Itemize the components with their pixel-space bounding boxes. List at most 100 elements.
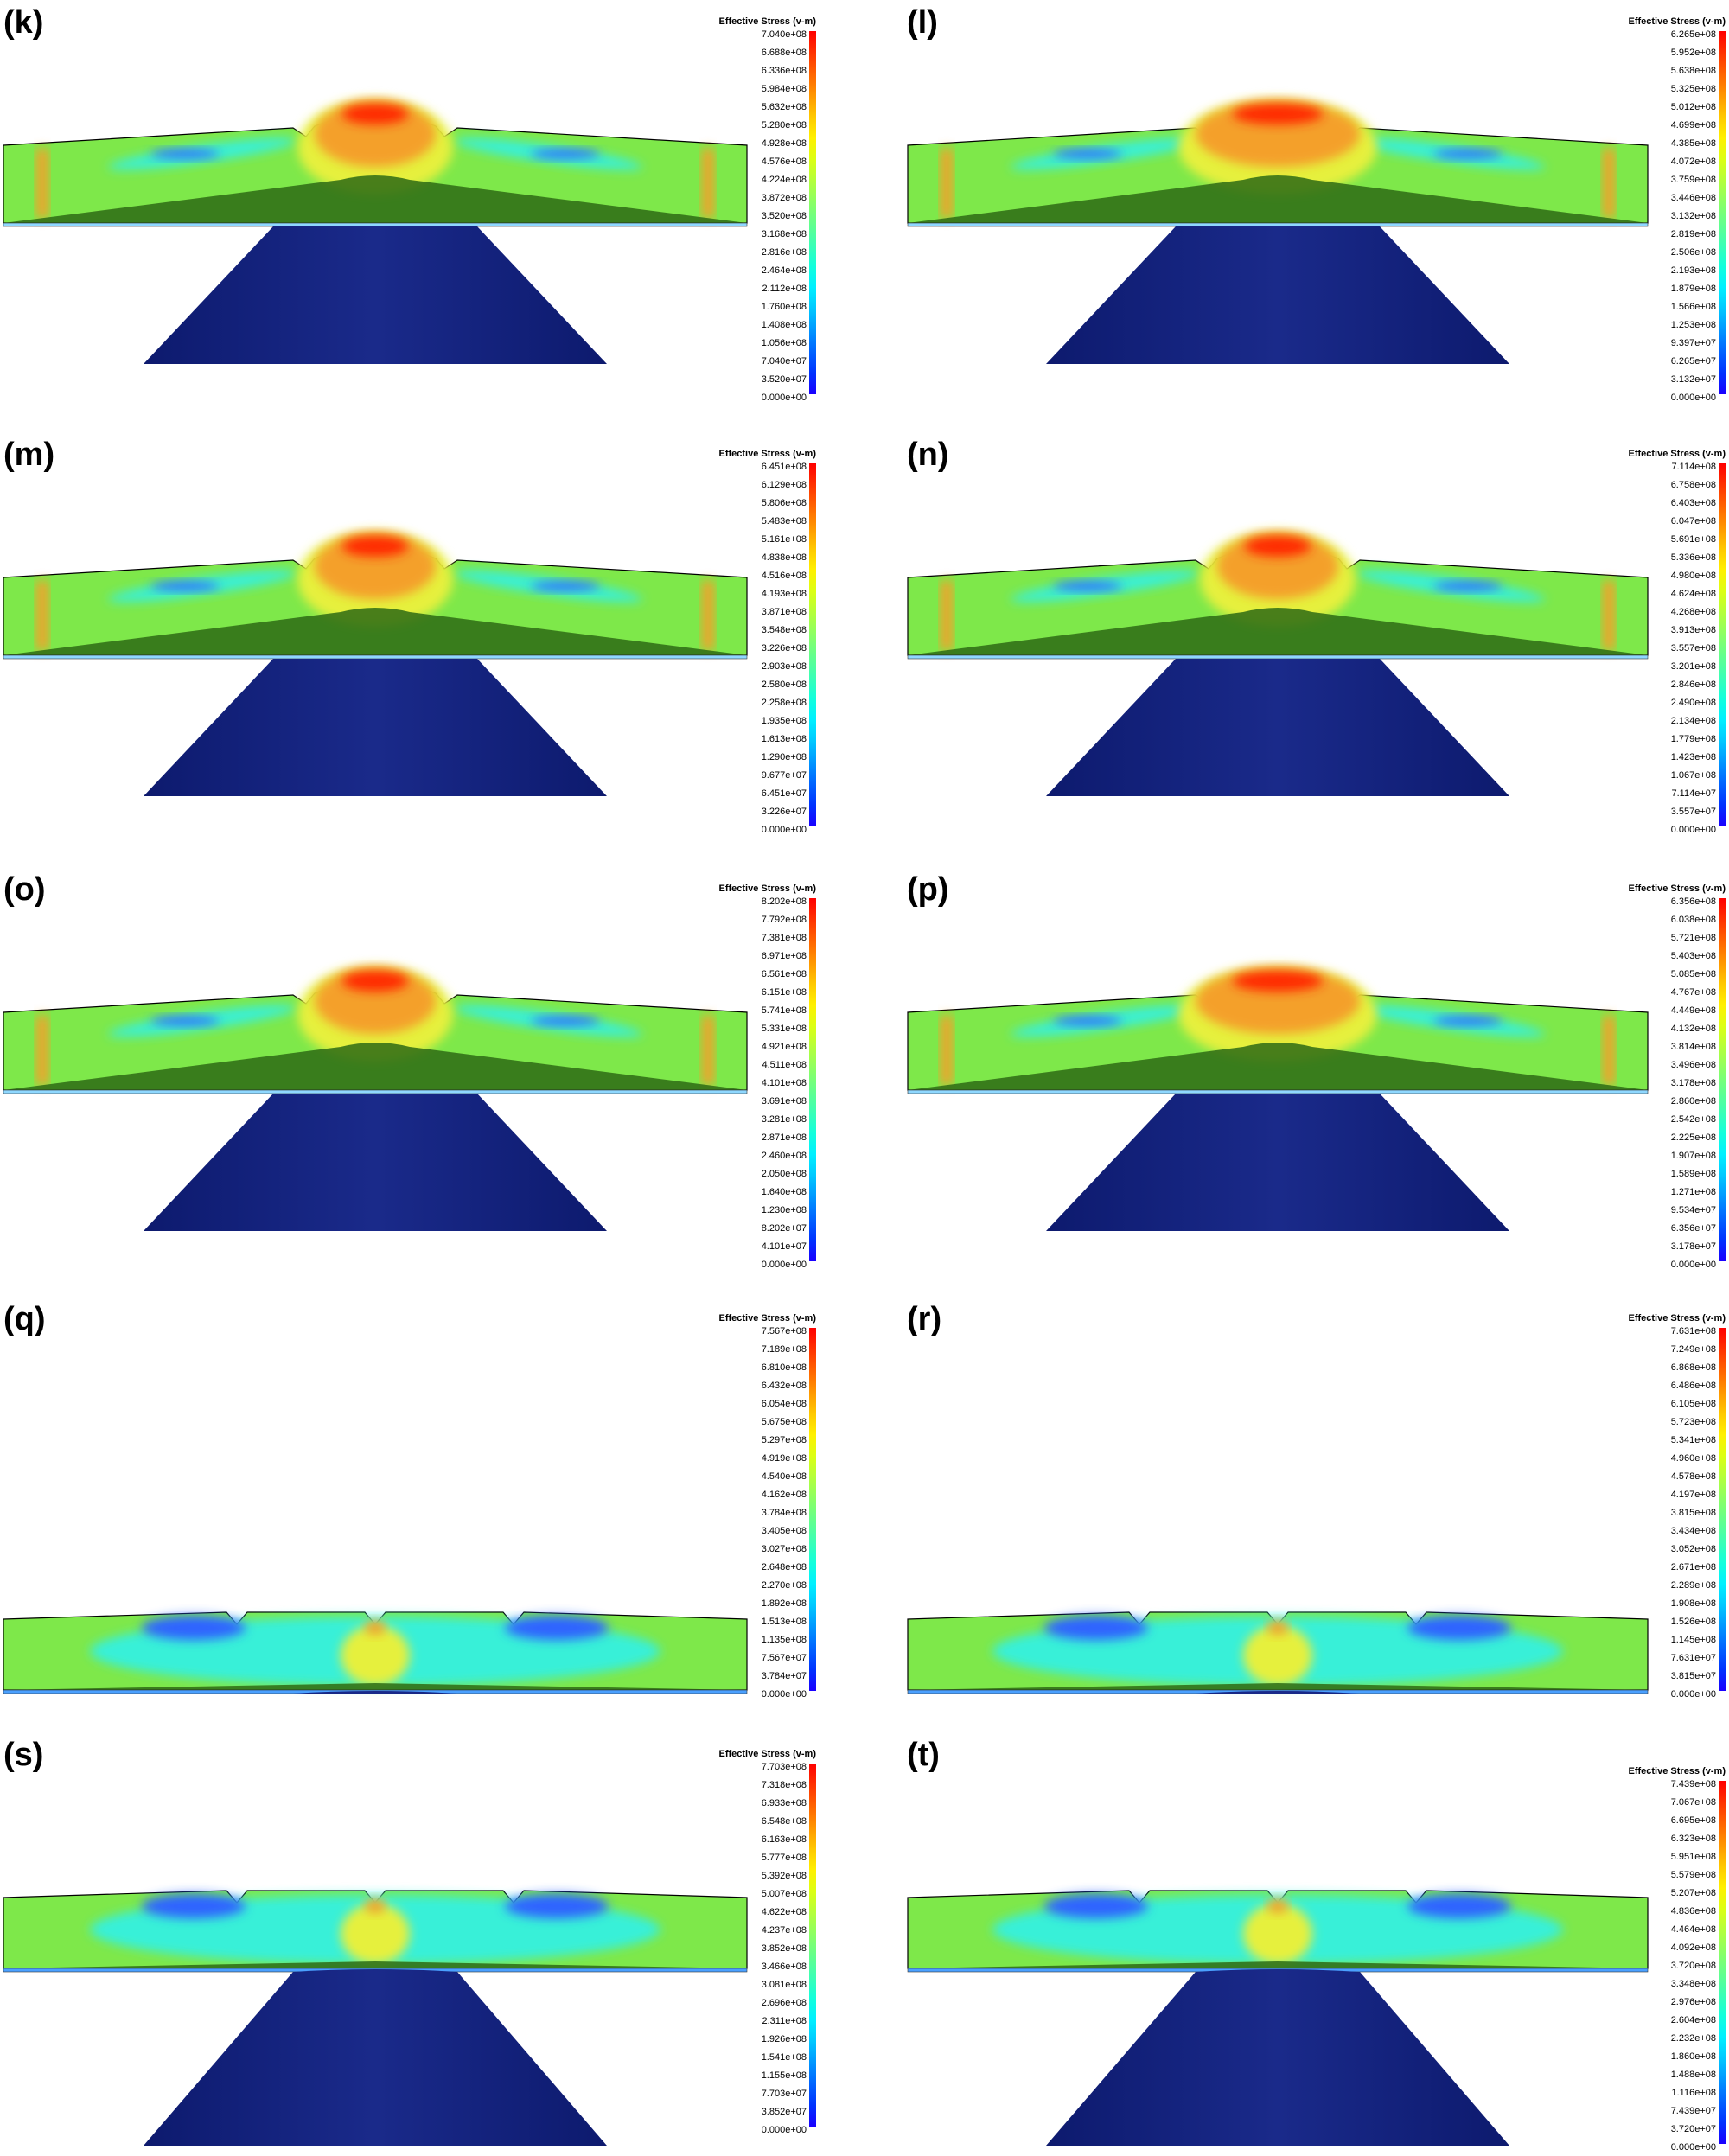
stress-band [150, 1017, 220, 1025]
legend-tick: 3.466e+08 [762, 1961, 807, 1972]
edge-stress [702, 1016, 714, 1085]
legend-tick: 1.926e+08 [762, 2034, 807, 2044]
stress-band [1053, 582, 1122, 590]
legend-tick: 2.193e+08 [1671, 265, 1716, 276]
legend-tick: 7.067e+08 [1671, 1797, 1716, 1808]
legend-title: Effective Stress (v-m) [719, 449, 817, 459]
legend-tick: 5.007e+08 [762, 1889, 807, 1899]
legend-tick: 8.202e+08 [762, 896, 807, 907]
stress-band [505, 1616, 609, 1640]
legend-tick: 3.081e+08 [762, 1980, 807, 1990]
legend-colorbar [809, 898, 816, 1261]
legend-tick: 2.460e+08 [762, 1151, 807, 1161]
panel-label: (k) [3, 4, 43, 41]
legend-tick: 1.253e+08 [1671, 320, 1716, 330]
panel-p: (p) Effective Stress (v-m) 6.356e+08 6.038e… [907, 871, 1726, 1270]
legend-tick: 7.439e+08 [1671, 1779, 1716, 1789]
legend-title: Effective Stress (v-m) [1629, 1766, 1726, 1776]
legend-tick: 4.928e+08 [762, 138, 807, 149]
legend-tick: 6.688e+08 [762, 48, 807, 58]
legend-tick: 2.050e+08 [762, 1169, 807, 1179]
stress-hot [1267, 1899, 1288, 1913]
panel-o: (o) Effective Stress (v-m) 8.202e+08 7.792e… [3, 871, 816, 1270]
legend-title: Effective Stress (v-m) [719, 883, 817, 894]
edge-stress [941, 149, 953, 218]
legend-tick: 3.132e+08 [1671, 211, 1716, 221]
legend-tick: 6.933e+08 [762, 1798, 807, 1808]
legend-tick: 4.072e+08 [1671, 156, 1716, 167]
legend-tick: 4.092e+08 [1671, 1942, 1716, 1953]
legend-tick: 7.381e+08 [762, 933, 807, 943]
punch [144, 226, 607, 364]
legend-tick: 4.699e+08 [1671, 120, 1716, 131]
legend-tick: 4.237e+08 [762, 1925, 807, 1936]
legend-tick: 2.871e+08 [762, 1132, 807, 1143]
legend-colorbar [809, 463, 816, 826]
legend-tick: 2.903e+08 [762, 661, 807, 672]
legend-tick: 3.720e+07 [1671, 2124, 1716, 2134]
legend-tick: 7.040e+08 [762, 29, 807, 40]
legend-tick: 4.622e+08 [762, 1907, 807, 1917]
stress-hot [341, 1904, 410, 1964]
stress-band [531, 150, 600, 158]
legend-tick: 4.385e+08 [1671, 138, 1716, 149]
legend-tick: 3.520e+07 [762, 374, 807, 385]
legend-tick: 4.767e+08 [1671, 987, 1716, 998]
interface-layer [3, 1961, 747, 1968]
legend-tick: 3.446e+08 [1671, 193, 1716, 203]
stress-band [1407, 1894, 1511, 1918]
legend-tick: 5.984e+08 [762, 84, 807, 94]
stress-band [1044, 1894, 1148, 1918]
stress-band [142, 1894, 246, 1918]
stress-band [1433, 150, 1503, 158]
legend-title: Effective Stress (v-m) [719, 16, 817, 27]
panel-label: (t) [907, 1737, 940, 1773]
legend-tick: 6.758e+08 [1671, 480, 1716, 490]
legend-tick: 3.871e+08 [762, 607, 807, 617]
legend-tick: 6.129e+08 [762, 480, 807, 490]
legend-tick: 6.054e+08 [762, 1399, 807, 1409]
legend-tick: 2.232e+08 [1671, 2033, 1716, 2044]
legend-tick: 3.226e+08 [762, 643, 807, 654]
interface-layer [908, 1961, 1648, 1968]
stress-hot [341, 536, 409, 557]
legend-tick: 0.000e+00 [1671, 825, 1716, 835]
legend-tick: 4.516e+08 [762, 571, 807, 581]
punch [1046, 226, 1509, 364]
legend-colorbar [1719, 898, 1726, 1261]
legend-tick: 5.952e+08 [1671, 48, 1716, 58]
panel-label: (o) [3, 871, 46, 908]
legend-tick: 3.784e+07 [762, 1671, 807, 1681]
legend-tick: 2.225e+08 [1671, 1132, 1716, 1143]
legend-tick: 4.101e+08 [762, 1078, 807, 1088]
legend-tick: 5.297e+08 [762, 1435, 807, 1445]
legend-tick: 1.526e+08 [1671, 1617, 1716, 1627]
edge-stress [941, 581, 953, 650]
legend-tick: 7.249e+08 [1671, 1344, 1716, 1355]
blank-holder [3, 222, 748, 227]
legend-title: Effective Stress (v-m) [1629, 449, 1726, 459]
stress-hot [365, 1899, 386, 1913]
legend-tick: 4.511e+08 [762, 1060, 807, 1070]
legend-tick: 3.557e+08 [1671, 643, 1716, 654]
legend-tick: 3.852e+07 [762, 2107, 807, 2117]
panel-s: (s) Effective Stress (v-m) 7.703e+08 7.318e… [3, 1737, 816, 2146]
stress-hot [365, 1621, 386, 1635]
legend-colorbar [1719, 1781, 1726, 2144]
legend-tick: 2.846e+08 [1671, 679, 1716, 690]
interface-layer [908, 1683, 1648, 1690]
legend-tick: 3.348e+08 [1671, 1979, 1716, 1989]
legend-tick: 1.566e+08 [1671, 302, 1716, 312]
legend-tick: 2.860e+08 [1671, 1096, 1716, 1107]
legend-tick: 6.038e+08 [1671, 915, 1716, 925]
legend-tick: 2.311e+08 [762, 2016, 807, 2026]
legend-tick: 7.318e+08 [762, 1780, 807, 1790]
stress-hot [1232, 971, 1324, 992]
legend-tick: 1.145e+08 [1671, 1635, 1716, 1645]
legend-tick: 2.258e+08 [762, 698, 807, 708]
legend-tick: 6.451e+07 [762, 788, 807, 799]
legend-colorbar [1719, 1328, 1726, 1691]
legend-tick: 0.000e+00 [1671, 2142, 1716, 2153]
legend-tick: 3.405e+08 [762, 1526, 807, 1536]
